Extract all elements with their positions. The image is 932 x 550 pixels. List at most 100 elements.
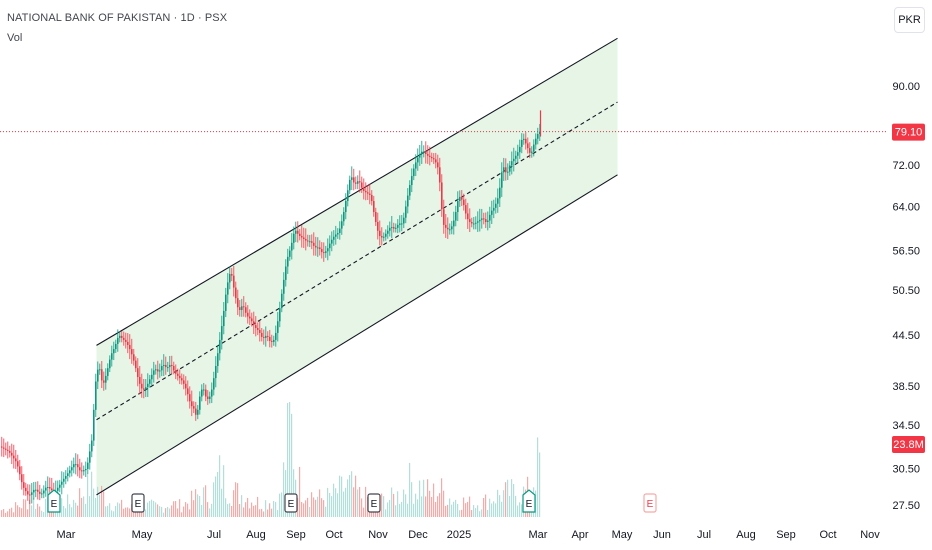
volume-bar — [299, 466, 301, 517]
candle-body — [125, 339, 127, 342]
candle-body — [219, 339, 221, 354]
volume-bar — [73, 499, 75, 517]
candle-body — [215, 366, 217, 379]
candle-body — [57, 487, 59, 491]
candle-body — [467, 213, 469, 220]
candle-body — [143, 388, 145, 390]
volume-bar — [39, 506, 41, 517]
candle-body — [69, 470, 71, 474]
candle-body — [333, 236, 335, 240]
volume-bar — [393, 493, 395, 517]
y-tick-label: 27.50 — [892, 500, 920, 512]
volume-bar — [105, 506, 107, 517]
volume-bar — [433, 483, 435, 517]
candle-body — [441, 182, 443, 210]
volume-bar — [1, 510, 3, 517]
volume-bar — [537, 437, 539, 517]
volume-bar — [303, 503, 305, 517]
candle-body — [515, 155, 517, 159]
candle-body — [313, 242, 315, 246]
candle-body — [489, 214, 491, 221]
volume-bar — [353, 487, 355, 517]
volume-bar — [487, 509, 489, 517]
candle-body — [235, 287, 237, 299]
candle-body — [523, 138, 525, 140]
volume-bar — [225, 498, 227, 517]
earnings-label: E — [371, 499, 378, 510]
volume-bar — [19, 507, 21, 517]
symbol-title[interactable]: NATIONAL BANK OF PAKISTAN · 1D · PSX — [7, 12, 228, 24]
candle-body — [243, 306, 245, 308]
volume-bar — [477, 505, 479, 517]
candle-body — [229, 273, 231, 283]
volume-bar — [497, 489, 499, 517]
volume-bar — [391, 487, 393, 517]
candle-body — [13, 455, 15, 459]
volume-bar — [361, 498, 363, 517]
candle-body — [85, 468, 87, 471]
candle-body — [411, 176, 413, 186]
candle-body — [535, 138, 537, 145]
candle-body — [495, 203, 497, 208]
candle-body — [383, 236, 385, 238]
volume-bar — [97, 486, 99, 517]
volume-bar — [469, 496, 471, 517]
volume-bar — [461, 509, 463, 517]
volume-bar — [249, 508, 251, 517]
volume-bar — [13, 512, 15, 517]
volume-bar — [181, 512, 183, 517]
candle-body — [151, 374, 153, 380]
candle-body — [247, 312, 249, 317]
candle-body — [91, 440, 93, 452]
volume-bar — [383, 496, 385, 517]
candle-body — [291, 242, 293, 251]
volume-bar — [27, 509, 29, 517]
volume-bar — [117, 502, 119, 517]
volume-bar — [277, 510, 279, 517]
candle-body — [493, 207, 495, 211]
volume-bar — [363, 507, 365, 517]
candle-body — [363, 187, 365, 191]
candle-body — [19, 466, 21, 475]
volume-bar — [287, 403, 289, 517]
candle-body — [501, 172, 503, 188]
currency-button[interactable]: PKR — [894, 7, 925, 33]
candle-body — [349, 179, 351, 191]
volume-bar — [421, 496, 423, 517]
candle-body — [391, 227, 393, 229]
volume-bar — [245, 502, 247, 517]
x-tick-label: Dec — [408, 529, 428, 541]
candle-body — [491, 210, 493, 215]
candle-body — [471, 222, 473, 224]
candle-body — [481, 218, 483, 220]
volume-bar — [539, 452, 541, 517]
volume-bar — [503, 490, 505, 517]
x-tick-label: Nov — [860, 529, 880, 541]
candle-body — [87, 462, 89, 469]
volume-bar — [309, 507, 311, 517]
earnings-marker: E — [643, 493, 657, 513]
candle-body — [3, 447, 5, 449]
candle-body — [237, 298, 239, 308]
candle-body — [141, 383, 143, 389]
candle-body — [353, 177, 355, 183]
candle-body — [475, 222, 477, 224]
volume-bar — [323, 500, 325, 517]
volume-bar — [281, 492, 283, 517]
volume-bar — [43, 512, 45, 517]
candle-body — [165, 364, 167, 368]
candle-body — [443, 209, 445, 225]
volume-bar — [283, 462, 285, 517]
volume-bar — [267, 509, 269, 517]
candle-body — [415, 162, 417, 169]
volume-bar — [365, 486, 367, 517]
volume-bar — [329, 493, 331, 517]
volume-legend[interactable]: Vol — [7, 32, 23, 44]
volume-bar — [137, 510, 139, 517]
volume-bar — [93, 488, 95, 517]
volume-bar — [235, 482, 237, 517]
y-tick-label: 50.50 — [892, 285, 920, 297]
volume-bar — [301, 502, 303, 517]
